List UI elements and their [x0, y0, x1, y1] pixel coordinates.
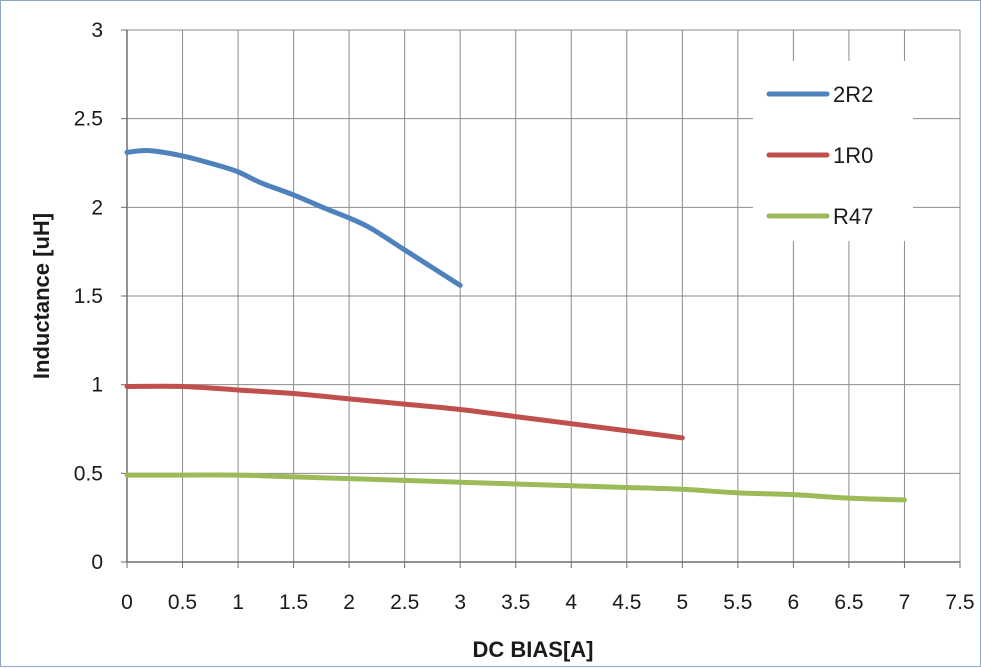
x-tick-label-15: 7.5	[945, 591, 974, 614]
legend-label-r47: R47	[833, 204, 873, 229]
x-tick-label-4: 2	[343, 591, 355, 614]
x-tick-label-8: 4	[565, 591, 577, 614]
x-axis-title: DC BIAS[A]	[473, 637, 594, 662]
y-tick-label-0: 0	[91, 551, 103, 574]
x-tick-label-3: 1.5	[279, 591, 308, 614]
x-tick-label-9: 4.5	[612, 591, 641, 614]
x-tick-label-5: 2.5	[390, 591, 419, 614]
x-tick-label-1: 0.5	[168, 591, 197, 614]
x-tick-label-0: 0	[121, 591, 133, 614]
x-tick-label-12: 6	[788, 591, 800, 614]
legend-label-2r2: 2R2	[833, 82, 873, 107]
grid	[126, 29, 961, 563]
legend: 2R2 1R0 R47	[753, 61, 913, 241]
series-lines	[124, 147, 907, 503]
x-tick-label-13: 6.5	[834, 591, 863, 614]
x-tick-label-10: 5	[676, 591, 688, 614]
tick-labels: 0 0.5 1 1.5 2 2.5 3 3.5 4 4.5 5 5.5 6 6.5 7 7.5 0 0.5 1 1.5…	[74, 19, 975, 614]
y-tick-label-4: 2	[91, 196, 103, 219]
x-tick-label-14: 7	[899, 591, 911, 614]
y-tick-label-6: 3	[91, 19, 103, 42]
series-line-2r2	[124, 147, 463, 288]
x-tick-label-11: 5.5	[723, 591, 752, 614]
y-tick-label-3: 1.5	[74, 285, 103, 308]
series-line-r47	[124, 472, 907, 503]
x-tick-label-7: 3.5	[501, 591, 530, 614]
series-line-1r0	[124, 383, 685, 441]
x-tick-label-2: 1	[232, 591, 244, 614]
legend-label-1r0: 1R0	[833, 143, 873, 168]
y-axis-title: Inductance [uH]	[29, 213, 54, 379]
y-tick-label-1: 0.5	[74, 462, 103, 485]
y-tick-label-5: 2.5	[74, 108, 103, 131]
x-tick-label-6: 3	[454, 591, 466, 614]
y-tick-label-2: 1	[91, 374, 103, 397]
legend-box	[753, 61, 913, 241]
